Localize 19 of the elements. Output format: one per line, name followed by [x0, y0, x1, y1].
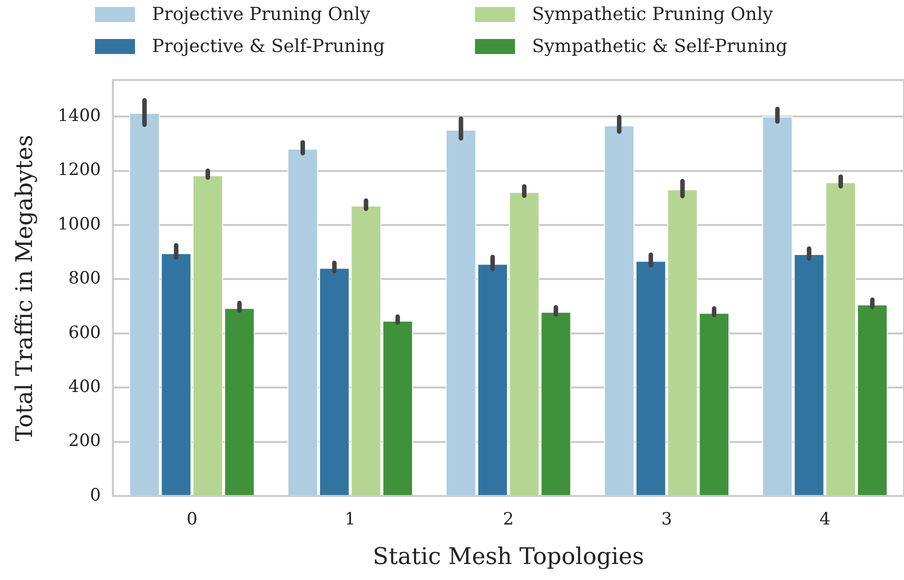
- y-tick-label: 1200: [58, 160, 101, 180]
- y-tick-label: 800: [68, 268, 101, 289]
- y-tick-label: 400: [68, 377, 101, 398]
- x-tick-label: 2: [503, 510, 514, 530]
- x-tick-label: 3: [661, 510, 672, 530]
- legend-label: Sympathetic Pruning Only: [532, 4, 773, 24]
- legend-label: Projective Pruning Only: [152, 4, 370, 24]
- y-tick-label: 1400: [58, 106, 101, 126]
- y-tick-label: 0: [90, 485, 101, 506]
- y-axis-title: Total Traffic in Megabytes: [12, 134, 38, 442]
- y-tick-label: 1000: [58, 214, 101, 234]
- legend-label: Sympathetic & Self-Pruning: [532, 36, 788, 56]
- x-tick-label: 1: [344, 510, 356, 530]
- x-axis-title: Static Mesh Topologies: [372, 544, 644, 570]
- x-tick-label: 4: [819, 510, 830, 530]
- x-tick-label: 0: [186, 510, 198, 530]
- y-tick-label: 600: [68, 322, 101, 343]
- y-tick-label: 200: [68, 431, 101, 452]
- legend-label: Projective & Self-Pruning: [152, 36, 385, 56]
